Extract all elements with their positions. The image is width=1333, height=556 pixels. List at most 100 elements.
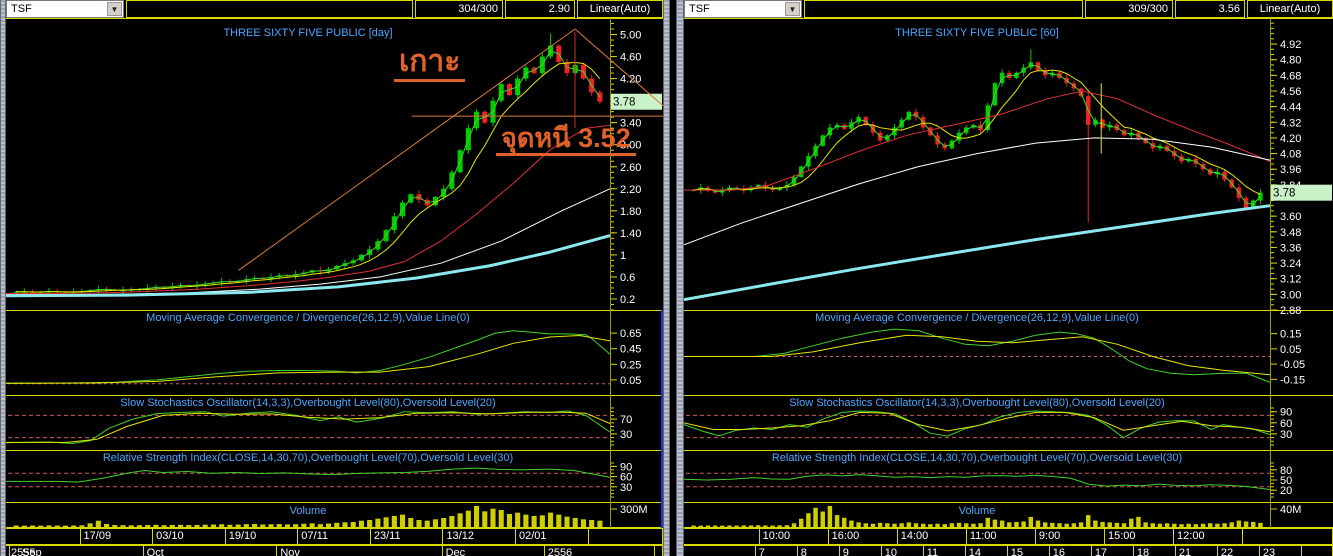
date-cell: 19/10 xyxy=(224,528,299,545)
time-cell-trailing xyxy=(1242,528,1333,545)
svg-text:-0.15: -0.15 xyxy=(1280,374,1305,386)
header-blank-cell xyxy=(804,0,1083,18)
date-cell-trailing xyxy=(587,528,663,545)
svg-text:3.36: 3.36 xyxy=(1280,242,1301,254)
svg-text:80: 80 xyxy=(1280,465,1292,477)
svg-text:40M: 40M xyxy=(1280,504,1301,516)
period-cell: 7 xyxy=(754,545,798,556)
right-window-scrollbar[interactable] xyxy=(676,0,684,556)
time-cell: 12:00 xyxy=(1173,528,1244,545)
svg-text:4.80: 4.80 xyxy=(1280,55,1301,67)
price-chart-svg[interactable]: 5.004.604.203.803.403.002.602.201.801.40… xyxy=(6,18,663,528)
period-cell-trailing xyxy=(654,545,663,556)
left-window-scrollbar[interactable] xyxy=(663,0,670,556)
header-stat-price: 2.90 xyxy=(505,0,575,18)
svg-text:90: 90 xyxy=(1280,407,1292,419)
period-cell: 2555 Sep xyxy=(9,545,144,556)
scale-mode-button[interactable]: Linear(Auto) xyxy=(1247,0,1333,18)
annotation-thai-exit-point: จุดหนี 3.52 xyxy=(496,124,636,157)
svg-text:50: 50 xyxy=(1280,475,1292,487)
period-cell: Dec xyxy=(441,545,545,556)
svg-text:4.68: 4.68 xyxy=(1280,70,1301,82)
price-chart-svg[interactable]: 4.924.804.684.564.444.324.204.083.963.84… xyxy=(684,18,1333,528)
time-cell-lead xyxy=(684,528,760,545)
chart-window-daily: TSF ▼ 304/300 2.90 Linear(Auto) 5.00 4.60… xyxy=(6,0,663,556)
ma-mid-red xyxy=(684,90,1271,191)
chart-area[interactable]: 5.004.604.203.803.403.002.602.201.801.40… xyxy=(6,18,663,528)
svg-text:0.25: 0.25 xyxy=(620,359,641,371)
combo-dropdown-button[interactable]: ▼ xyxy=(785,2,800,16)
period-cell: 18 xyxy=(1132,545,1176,556)
svg-text:30: 30 xyxy=(620,429,632,441)
ma-fast-green xyxy=(16,50,601,293)
svg-text:0.65: 0.65 xyxy=(620,328,641,340)
toolbar: TSF ▼ 304/300 2.90 Linear(Auto) xyxy=(6,0,663,18)
combo-dropdown-button[interactable]: ▼ xyxy=(107,2,122,16)
macd-line xyxy=(6,334,611,384)
rsi-line xyxy=(684,474,1271,490)
svg-text:0.45: 0.45 xyxy=(620,344,641,356)
period-cell: 8 xyxy=(796,545,840,556)
period-cell: 22 xyxy=(1216,545,1260,556)
toolbar: TSF ▼ 309/300 3.56 Linear(Auto) xyxy=(684,0,1333,18)
period-cell: 23 xyxy=(1258,545,1302,556)
svg-text:3.96: 3.96 xyxy=(1280,164,1301,176)
date-cell: 02/01 xyxy=(515,528,589,545)
chevron-down-icon: ▼ xyxy=(110,4,119,14)
candles-layer xyxy=(691,49,1263,223)
date-cell: 17/09 xyxy=(79,528,154,545)
svg-text:1.40: 1.40 xyxy=(620,228,641,240)
svg-text:70: 70 xyxy=(620,414,632,426)
time-cell: 11:00 xyxy=(965,528,1036,545)
time-cell: 14:00 xyxy=(896,528,967,545)
svg-text:90: 90 xyxy=(620,461,632,473)
symbol-combobox[interactable]: TSF ▼ xyxy=(684,0,802,18)
date-axis-row: 17/09 03/10 19/10 07/11 23/11 13/12 02/01 xyxy=(6,528,663,545)
scale-mode-button[interactable]: Linear(Auto) xyxy=(577,0,663,18)
stoch-line xyxy=(6,411,611,443)
trend-line[interactable] xyxy=(574,28,663,123)
svg-text:30: 30 xyxy=(620,482,632,494)
left-edge-scrollbar[interactable] xyxy=(0,0,6,556)
macd-line xyxy=(684,328,1271,383)
trend-line[interactable] xyxy=(238,28,576,271)
svg-text:0.2: 0.2 xyxy=(620,294,635,306)
svg-text:0.05: 0.05 xyxy=(620,375,641,387)
svg-text:3.60: 3.60 xyxy=(1280,211,1301,223)
ma-slow-yellow xyxy=(693,69,1261,195)
svg-text:4.92: 4.92 xyxy=(1280,39,1301,51)
date-cell: 07/11 xyxy=(297,528,371,545)
period-cell: 17 xyxy=(1090,545,1134,556)
period-cell: 15 xyxy=(1006,545,1050,556)
svg-text:2.60: 2.60 xyxy=(620,162,641,174)
annotation-thai-island: เกาะ xyxy=(394,46,466,82)
svg-text:4.20: 4.20 xyxy=(1280,133,1301,145)
svg-text:3.78: 3.78 xyxy=(1273,188,1295,200)
svg-text:300M: 300M xyxy=(620,504,648,516)
svg-text:20: 20 xyxy=(1280,485,1292,497)
symbol-value: TSF xyxy=(11,3,32,15)
header-stat-volume: 309/300 xyxy=(1085,0,1173,18)
period-cell: 2556 xyxy=(543,545,656,556)
symbol-value: TSF xyxy=(689,3,710,15)
svg-text:3.00: 3.00 xyxy=(620,140,641,152)
period-cell: 14 xyxy=(964,545,1008,556)
svg-text:3.12: 3.12 xyxy=(1280,274,1301,286)
last-price-tag xyxy=(611,93,662,110)
stoch-line xyxy=(6,410,611,445)
chart-area[interactable]: 4.924.804.684.564.444.324.204.083.963.84… xyxy=(684,18,1333,528)
ma-long-white xyxy=(6,188,611,296)
ma-fast-green xyxy=(693,64,1261,205)
period-cell: 11 xyxy=(922,545,966,556)
svg-text:3.78: 3.78 xyxy=(613,97,635,109)
macd-line xyxy=(684,334,1271,376)
svg-text:0.6: 0.6 xyxy=(620,272,635,284)
ma-longest-cyan xyxy=(6,234,611,298)
rsi-line xyxy=(6,467,611,483)
symbol-combobox[interactable]: TSF ▼ xyxy=(6,0,124,18)
svg-text:1: 1 xyxy=(620,250,626,262)
svg-text:3.00: 3.00 xyxy=(1280,289,1301,301)
svg-text:0.15: 0.15 xyxy=(1280,329,1301,341)
svg-text:2.20: 2.20 xyxy=(620,184,641,196)
